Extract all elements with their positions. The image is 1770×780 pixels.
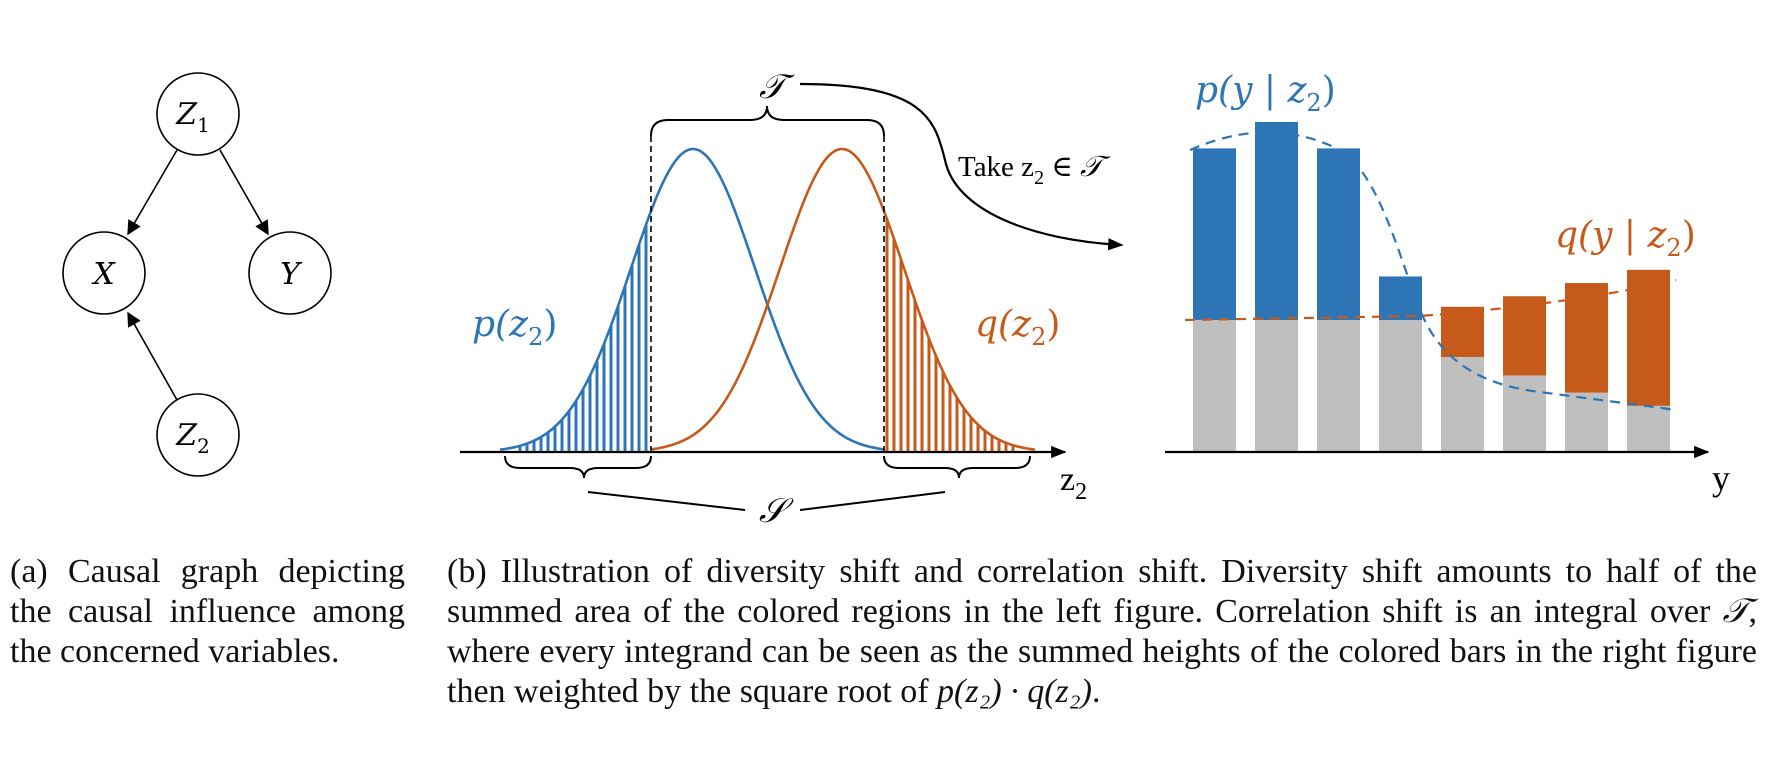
p-y-given-z2-label: p(y | z2) [1195, 70, 1336, 117]
orange-bar [1441, 306, 1484, 357]
take-arrow [799, 82, 1124, 251]
s-brace-left [504, 455, 652, 479]
t-label: 𝒯 [759, 67, 795, 107]
causal-graph: Z1 X Y Z2 [62, 72, 332, 477]
gray-base-bar [1255, 320, 1298, 452]
gray-base-bar [1317, 320, 1360, 452]
orange-bar [1565, 283, 1608, 393]
gray-base-bar [1441, 356, 1484, 452]
q-z2-label: q(z2) [975, 304, 1060, 351]
density-panel: z2 𝒯 𝒮 p(z2) q(z2) Take z2 ∈ 𝒯 [460, 67, 1124, 531]
svg-text:Y: Y [280, 257, 303, 292]
blue-bar [1255, 122, 1298, 320]
p-hatched-region [518, 224, 648, 452]
q-y-given-z2-label: q(y | z2) [1555, 215, 1696, 262]
node-y: Y [248, 231, 332, 315]
edge-z1-y [219, 149, 269, 236]
p-density-curve [499, 147, 885, 451]
s-label: 𝒮 [759, 491, 794, 531]
p-z2-label: p(z2) [472, 304, 557, 351]
s-connector-right [799, 491, 946, 511]
orange-bar [1627, 269, 1670, 406]
q-conditional-dashed-curve [1184, 278, 1677, 322]
caption-b: (b) Illustration of diversity shift and … [447, 553, 1757, 710]
gray-base-bar [1565, 392, 1608, 452]
node-x: X [62, 231, 146, 315]
y-axis-label: y [1712, 458, 1730, 498]
svg-text:Z2: Z2 [175, 418, 210, 458]
q-density-curve [650, 147, 1036, 451]
gray-base-bar [1503, 375, 1546, 452]
edge-z1-x [127, 149, 178, 236]
caption-a: (a) Causal graph depicting the causal in… [10, 553, 405, 670]
p-conditional-dashed-curve [1189, 131, 1677, 412]
t-brace [650, 105, 885, 137]
blue-bar [1193, 148, 1236, 320]
node-z2: Z2 [156, 393, 240, 477]
node-z1: Z1 [156, 72, 240, 156]
svg-text:Z1: Z1 [175, 97, 210, 137]
s-connector-left [587, 491, 746, 511]
take-z2-text: Take z2 ∈ 𝒯 [958, 151, 1111, 189]
s-brace-right [883, 455, 1031, 479]
gray-base-bar [1193, 320, 1236, 452]
edge-z2-x [127, 311, 178, 401]
q-hatched-region [885, 219, 1015, 452]
gray-base-bar [1379, 320, 1422, 452]
z2-axis-label: z2 [1060, 461, 1087, 505]
blue-bar [1317, 148, 1360, 320]
orange-bar [1503, 296, 1546, 376]
svg-text:X: X [91, 257, 116, 292]
gray-base-bar [1627, 405, 1670, 452]
conditional-bar-chart: y p(y | z2) q(y | z2) [1165, 70, 1730, 498]
